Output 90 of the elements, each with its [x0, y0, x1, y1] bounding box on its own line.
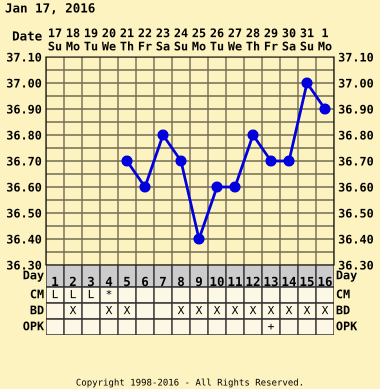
point [211, 181, 223, 193]
x-tick-label: 24 Su [174, 28, 188, 51]
y-tick-label: 36.50 [7, 208, 42, 218]
point [283, 155, 295, 167]
text: X [106, 306, 112, 314]
x-tick-label: 26 Tu [210, 28, 224, 51]
y-tick-label: 37.10 [7, 52, 42, 62]
text: X [268, 306, 274, 314]
x2-tick-label: 3 [88, 276, 94, 286]
x-tick-label: 21 Th [120, 28, 134, 50]
text: CM [30, 289, 44, 298]
y2-tick-label: 36.50 [338, 208, 373, 218]
x2-tick-label: 8 [178, 276, 184, 286]
text: + [268, 324, 274, 330]
x-tick-label: 31 Su [300, 28, 314, 51]
point [301, 77, 313, 89]
x-tick-label: 30 Sa [282, 28, 296, 51]
x-tick-label: 20 We [102, 28, 116, 51]
x2-axis-title: Day [24, 270, 44, 282]
point [319, 103, 331, 115]
x2-tick-label: 4 [106, 276, 112, 286]
text: X [124, 306, 130, 314]
x2-tick-label: 13 [264, 276, 278, 286]
text: OPK [23, 321, 44, 330]
x2-tick-label: 2 [70, 276, 76, 286]
x2-tick-label: 10 [210, 276, 224, 286]
x-tick-label: 17 Su [48, 28, 62, 51]
x-tick-label: 19 Tu [84, 28, 98, 51]
x-tick-label: 28 Th [246, 28, 260, 50]
point [139, 181, 151, 193]
x-tick-label: 25 Mo [192, 28, 206, 51]
y2-tick-label: 36.80 [338, 130, 373, 140]
y2-tick-label: 36.30 [338, 260, 373, 270]
x2-tick-label: 6 [142, 276, 148, 286]
chart-title: Jan 17, 2016 [6, 3, 95, 14]
y-tick-label: 36.70 [7, 156, 42, 166]
x-tick-label: 22 Fr [138, 28, 152, 50]
text: X [286, 306, 292, 314]
point [175, 155, 187, 167]
y2-tick-label: 37.10 [338, 52, 373, 62]
x2-tick-label: 14 [282, 276, 296, 286]
x2-tick-label: 11 [228, 276, 242, 286]
y-tick-label: 36.80 [7, 130, 42, 140]
text: L [88, 290, 94, 298]
x-tick-label: 1 Mo [318, 28, 332, 51]
x2-tick-label: 9 [196, 276, 202, 286]
point [265, 155, 277, 167]
text: BD [30, 306, 44, 314]
text: L [70, 290, 76, 298]
text: X [196, 306, 202, 314]
x-tick-label: 29 Fr [264, 28, 278, 50]
text: Copyright 1998-2016 - All Rights Reserved. [76, 378, 302, 388]
text: X [178, 306, 184, 314]
x2-tick-label: 16 [318, 276, 332, 286]
point [247, 129, 259, 141]
x2-tick-label: 5 [124, 276, 130, 286]
text: BD [336, 306, 350, 314]
x2-tick-label: 7 [160, 276, 166, 286]
x-tick-label: 27 We [228, 28, 242, 51]
text: X [304, 306, 310, 314]
y2-tick-label: 37.00 [338, 78, 373, 88]
y-tick-label: 36.40 [7, 234, 42, 244]
y2-tick-label: 36.70 [338, 156, 373, 166]
text: X [70, 306, 76, 314]
y2-tick-label: 36.60 [338, 182, 373, 192]
y2-tick-label: 36.40 [338, 234, 373, 244]
point [121, 155, 133, 167]
text: X [214, 306, 220, 314]
y-tick-label: 36.90 [7, 104, 42, 114]
text: X [250, 306, 256, 314]
x-tick-label: 23 Sa [156, 28, 170, 51]
text: CM [336, 289, 350, 298]
text: * [106, 290, 112, 295]
point [229, 181, 241, 193]
text: X [232, 306, 238, 314]
text: Day [336, 270, 357, 282]
text: L [52, 290, 58, 298]
x2-tick-label: 12 [246, 276, 260, 286]
y-tick-label: 36.60 [7, 182, 42, 192]
y2-tick-label: 36.90 [338, 104, 373, 114]
x-axis-title: Date [12, 31, 42, 41]
text: X [322, 306, 328, 314]
y-tick-label: 37.00 [7, 78, 42, 88]
point [193, 233, 205, 245]
text: OPK [336, 321, 358, 330]
x2-tick-label: 1 [52, 276, 58, 286]
x2-tick-label: 15 [300, 276, 314, 286]
y-tick-label: 36.30 [7, 260, 42, 270]
x-tick-label: 18 Mo [66, 28, 80, 51]
point [157, 129, 169, 141]
